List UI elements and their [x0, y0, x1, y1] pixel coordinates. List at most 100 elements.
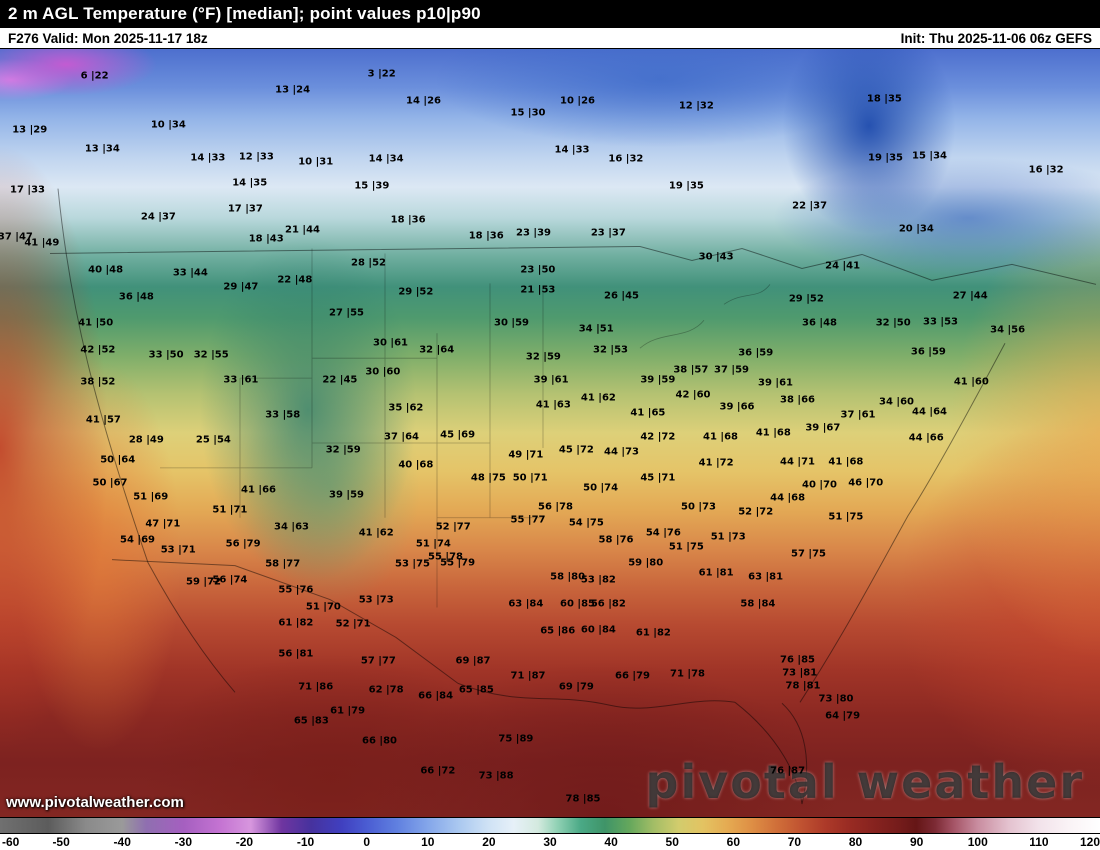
point-value: 6 |22: [80, 70, 109, 82]
point-value: 58 |77: [265, 558, 301, 570]
point-value: 40 |68: [398, 459, 434, 471]
point-value: 78 |81: [785, 680, 821, 692]
colorbar: -60 -50 -40 -30 -20 -10 0 10 20 30 40 50 60 70 80 90 100…: [0, 818, 1100, 850]
point-value: 73 |81: [782, 667, 818, 679]
point-value: 16 |32: [608, 153, 644, 165]
point-value: 71 |87: [510, 670, 546, 682]
point-value: 44 |66: [908, 432, 944, 444]
point-value: 61 |82: [278, 617, 314, 629]
point-value: 78 |85: [565, 793, 601, 805]
point-value: 12 |32: [678, 100, 714, 112]
colorbar-tick: 30: [543, 835, 557, 849]
point-value: 18 |35: [866, 93, 902, 105]
point-value: 13 |34: [84, 143, 120, 155]
point-value: 10 |34: [150, 119, 186, 131]
point-value: 35 |62: [388, 402, 424, 414]
point-value: 26 |45: [604, 290, 639, 302]
colorbar-tick: 90: [909, 835, 924, 849]
point-value: 56 |78: [538, 501, 573, 513]
point-value: 27 |44: [952, 290, 988, 302]
point-value: 39 |59: [329, 489, 364, 501]
point-value: 37 |47: [0, 231, 33, 243]
point-value: 51 |69: [133, 491, 169, 503]
point-value: 60 |85: [560, 598, 595, 610]
point-value: 44 |68: [770, 492, 806, 503]
point-value: 28 |52: [351, 257, 386, 269]
point-value: 53 |71: [160, 544, 196, 556]
point-value: 32 |53: [593, 344, 628, 356]
point-value: 41 |66: [241, 484, 276, 496]
point-value: 22 |48: [277, 274, 313, 286]
point-value: 41 |68: [755, 427, 791, 439]
point-value: 19 |35: [868, 152, 903, 164]
colorbar-tick: 0: [363, 835, 370, 849]
point-value: 32 |50: [875, 317, 911, 329]
point-value: 54 |75: [568, 517, 604, 529]
title-bar: 2 m AGL Temperature (°F) [median]; point…: [0, 0, 1100, 28]
gulf-coast-line: [457, 682, 736, 709]
point-value: 50 |64: [100, 454, 136, 466]
point-value: 58 |76: [598, 534, 634, 546]
point-value: 39 |59: [640, 374, 676, 386]
point-value: 62 |78: [368, 684, 404, 695]
point-value: 63 |84: [508, 598, 544, 610]
point-value: 14 |26: [406, 95, 441, 107]
point-value: 61 |79: [330, 705, 366, 717]
init-time-label: Init: Thu 2025-11-06 06z GEFS: [900, 30, 1092, 46]
colorbar-tick: -50: [52, 835, 70, 849]
point-value: 65 |83: [293, 715, 329, 727]
colorbar-tick: 20: [482, 835, 496, 849]
point-value: 57 |75: [791, 548, 826, 560]
point-value: 52 |71: [335, 618, 371, 630]
point-value: 41 |62: [580, 392, 616, 404]
point-value: 17 |37: [227, 203, 263, 215]
point-value: 16 |32: [1028, 164, 1064, 176]
point-value: 32 |59: [525, 351, 561, 363]
point-value: 38 |66: [780, 394, 815, 406]
point-value: 55 |78: [428, 551, 463, 563]
point-value: 53 |75: [395, 558, 430, 570]
colorbar-tick: 50: [665, 835, 679, 849]
point-value: 10 |31: [298, 156, 334, 168]
point-value: 24 |37: [140, 211, 176, 223]
colorbar-tick: -40: [113, 835, 131, 849]
colorbar-tick: -10: [296, 835, 315, 849]
point-value: 41 |57: [85, 414, 121, 426]
point-value: 14 |35: [232, 177, 268, 189]
colorbar-tick: -60: [2, 835, 20, 849]
point-value: 47 |71: [145, 518, 181, 530]
point-value: 34 |51: [578, 323, 614, 335]
point-value: 51 |70: [305, 601, 341, 613]
point-value: 69 |79: [558, 681, 594, 693]
valid-time-label: F276 Valid: Mon 2025-11-17 18z: [8, 30, 208, 46]
point-value: 48 |75: [470, 472, 506, 484]
point-value: 15 |30: [510, 107, 546, 119]
colorbar-tick: 70: [787, 835, 802, 849]
point-value: 22 |37: [792, 200, 828, 212]
point-value: 21 |53: [520, 284, 556, 296]
point-value: 22 |45: [322, 374, 358, 386]
point-value: 51 |73: [710, 531, 746, 543]
point-value: 44 |71: [780, 456, 815, 468]
colorbar-tick: 80: [848, 835, 863, 849]
point-value: 19 |35: [668, 180, 704, 192]
point-value: 37 |64: [384, 431, 419, 443]
point-value: 12 |33: [238, 151, 274, 163]
point-value: 30 |61: [373, 337, 408, 349]
mexico-border-line: [111, 559, 459, 684]
point-value: 3 |22: [367, 68, 396, 80]
point-value: 37 |61: [840, 409, 876, 421]
point-value: 28 |49: [128, 434, 164, 446]
point-value: 41 |68: [828, 456, 864, 468]
point-value: 75 |89: [498, 733, 534, 745]
point-value: 73 |88: [478, 770, 514, 782]
point-value: 59 |80: [628, 557, 664, 569]
point-value: 41 |60: [953, 376, 989, 388]
point-value: 41 |49: [24, 237, 60, 249]
point-value: 52 |77: [435, 521, 471, 533]
point-value: 39 |66: [719, 401, 755, 413]
point-value: 53 |73: [358, 594, 394, 606]
point-value: 32 |55: [193, 349, 229, 361]
point-value: 34 |63: [274, 521, 309, 533]
map-borders-overlay: [49, 188, 1097, 805]
